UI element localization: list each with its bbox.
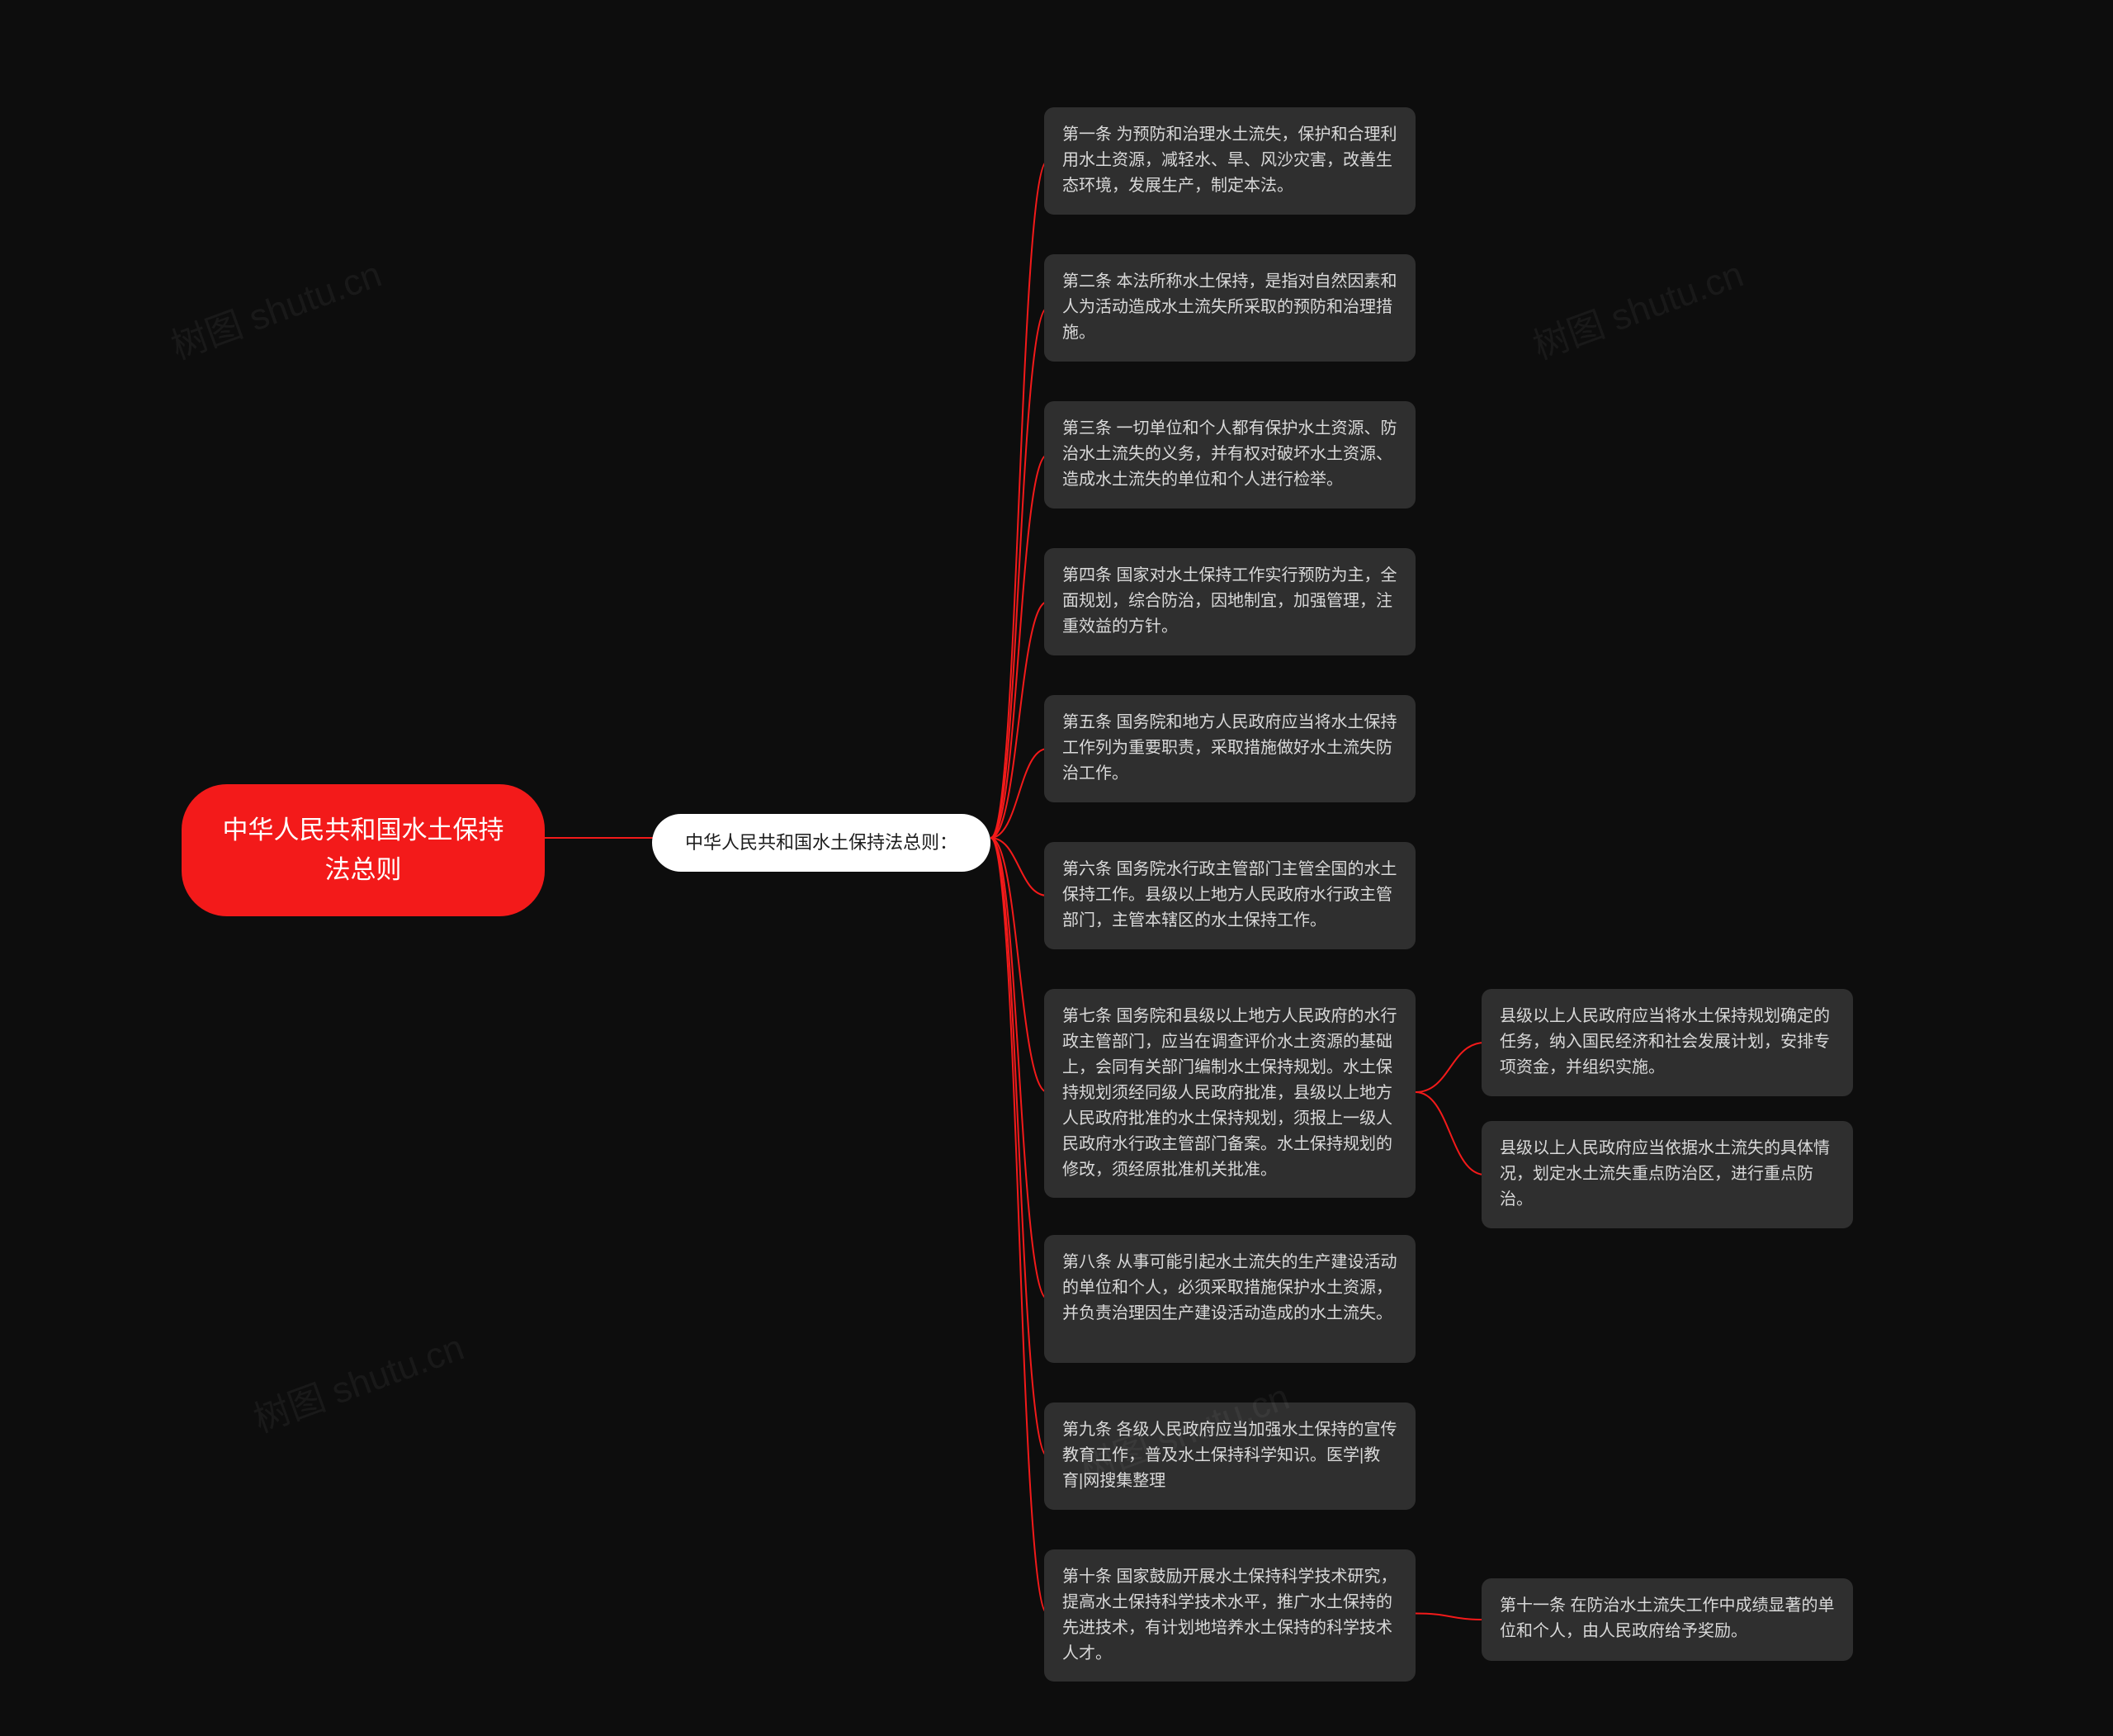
article-node-1[interactable]: 第一条 为预防和治理水土流失，保护和合理利用水土资源，减轻水、旱、风沙灾害，改善… (1044, 107, 1416, 215)
article-node-2[interactable]: 第二条 本法所称水土保持，是指对自然因素和人为活动造成水土流失所采取的预防和治理… (1044, 254, 1416, 362)
article7-child-1[interactable]: 县级以上人民政府应当将水土保持规划确定的任务，纳入国民经济和社会发展计划，安排专… (1482, 989, 1853, 1096)
article-node-7[interactable]: 第七条 国务院和县级以上地方人民政府的水行政主管部门，应当在调查评价水土资源的基… (1044, 989, 1416, 1198)
watermark: 树图 shutu.cn (245, 1317, 470, 1442)
article-node-5[interactable]: 第五条 国务院和地方人民政府应当将水土保持工作列为重要职责，采取措施做好水土流失… (1044, 695, 1416, 802)
mindmap-canvas: 中华人民共和国水土保持法总则 中华人民共和国水土保持法总则： 第一条 为预防和治理水… (0, 0, 2113, 1736)
watermark: 树图 shutu.cn (163, 244, 387, 369)
article-node-4[interactable]: 第四条 国家对水土保持工作实行预防为主，全面规划，综合防治，因地制宜，加强管理，… (1044, 548, 1416, 655)
article-node-6[interactable]: 第六条 国务院水行政主管部门主管全国的水土保持工作。县级以上地方人民政府水行政主… (1044, 842, 1416, 949)
article-node-10[interactable]: 第十条 国家鼓励开展水土保持科学技术研究，提高水土保持科学技术水平，推广水土保持… (1044, 1549, 1416, 1682)
root-node[interactable]: 中华人民共和国水土保持法总则 (182, 784, 545, 916)
article-node-3[interactable]: 第三条 一切单位和个人都有保护水土资源、防治水土流失的义务，并有权对破坏水土资源… (1044, 401, 1416, 509)
article-node-8[interactable]: 第八条 从事可能引起水土流失的生产建设活动的单位和个人，必须采取措施保护水土资源… (1044, 1235, 1416, 1363)
mid-node[interactable]: 中华人民共和国水土保持法总则： (652, 814, 990, 872)
article7-child-2[interactable]: 县级以上人民政府应当依据水土流失的具体情况，划定水土流失重点防治区，进行重点防治… (1482, 1121, 1853, 1228)
article-node-9[interactable]: 第九条 各级人民政府应当加强水土保持的宣传教育工作，普及水土保持科学知识。医学|… (1044, 1403, 1416, 1510)
article10-child-1[interactable]: 第十一条 在防治水土流失工作中成绩显著的单位和个人，由人民政府给予奖励。 (1482, 1578, 1853, 1661)
watermark: 树图 shutu.cn (1524, 244, 1749, 369)
